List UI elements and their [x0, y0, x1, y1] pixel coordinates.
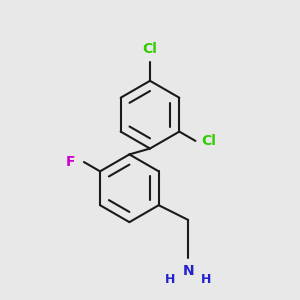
Text: F: F — [66, 155, 75, 169]
Text: Cl: Cl — [201, 134, 216, 148]
Text: N: N — [182, 264, 194, 278]
Text: H: H — [201, 273, 211, 286]
Text: Cl: Cl — [142, 42, 158, 56]
Text: H: H — [165, 273, 176, 286]
